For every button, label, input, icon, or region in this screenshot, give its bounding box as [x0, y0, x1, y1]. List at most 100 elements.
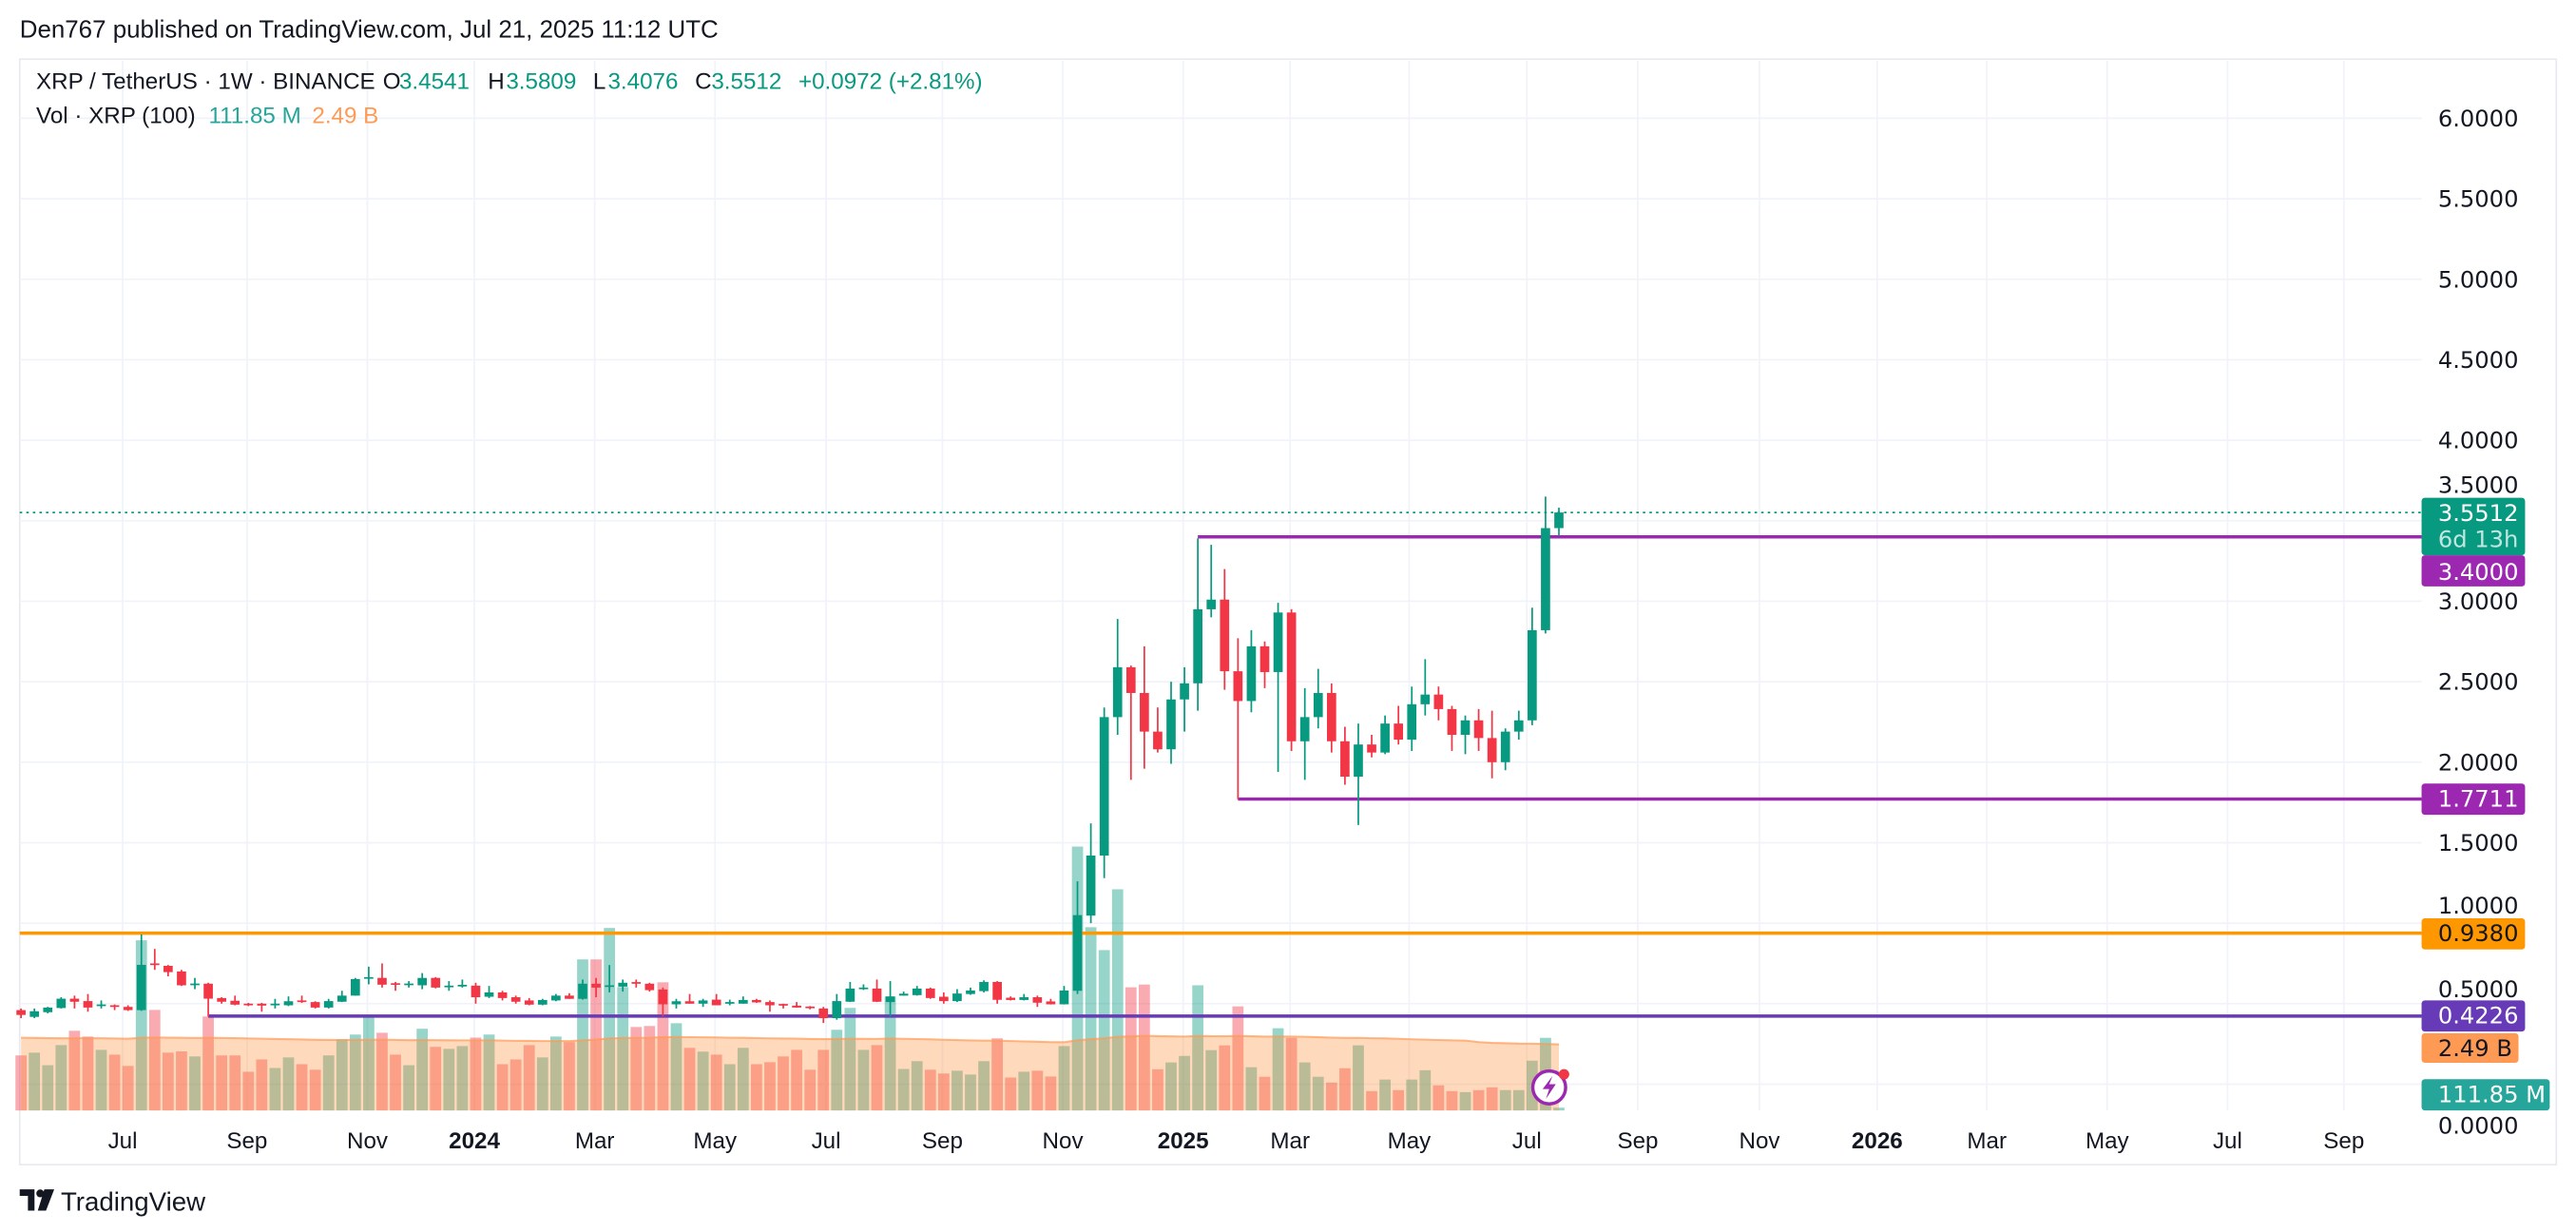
open-label: O: [383, 68, 401, 94]
time-tick-label: 2026: [1852, 1128, 1903, 1154]
volume-bar: [189, 1056, 201, 1111]
candle-body: [1099, 717, 1109, 857]
candle-body: [1513, 720, 1524, 732]
candle-body: [565, 995, 574, 999]
chart-frame[interactable]: [18, 58, 2558, 1166]
time-tick-label: 2025: [1158, 1128, 1209, 1154]
volume-bar: [430, 1047, 442, 1111]
volume-value: 111.85 M: [208, 104, 300, 129]
lightning-icon[interactable]: [1530, 1068, 1569, 1106]
price-axis[interactable]: 0.0000 0.5000 1.0000 1.5000 2.0000 2.5000 3.00…: [2438, 106, 2519, 1139]
volume-bar: [1058, 1046, 1070, 1111]
volume-bar: [403, 1065, 414, 1111]
price-tick-label: 2.5000: [2438, 669, 2519, 696]
time-tick-label: Nov: [1043, 1128, 1085, 1154]
volume-bar: [1005, 1077, 1017, 1111]
volume-bar: [162, 1052, 174, 1111]
volume-bar: [965, 1074, 976, 1111]
candle-down: [1220, 568, 1230, 690]
candle-body: [644, 983, 655, 991]
candle-down: [177, 970, 186, 987]
candle-up: [364, 966, 374, 985]
volume-bar: [884, 996, 896, 1111]
candle-down: [109, 1004, 120, 1011]
candle-down: [431, 976, 441, 989]
candle-down: [1153, 707, 1163, 753]
candle-body: [805, 1006, 816, 1009]
volume-bar: [536, 1057, 548, 1111]
volume-bar: [617, 987, 629, 1111]
candle-body: [484, 991, 494, 997]
volume-bar: [148, 1010, 161, 1111]
volume-bar: [1486, 1087, 1498, 1111]
candle-down: [658, 987, 668, 1017]
candle-body: [1286, 612, 1297, 741]
volume-bar: [1298, 1062, 1311, 1111]
candle-up: [1420, 659, 1431, 716]
candle-body: [912, 988, 922, 995]
candle-down: [1367, 735, 1376, 758]
candle-body: [1220, 599, 1230, 672]
change-value: +0.0972 (+2.81%): [798, 68, 983, 94]
candle-body: [1528, 629, 1537, 721]
candlestick-series[interactable]: [16, 496, 1564, 1024]
candle-body: [336, 995, 347, 1002]
tradingview-logo[interactable]: TradingView: [19, 1187, 206, 1217]
volume-ma-badge: 2.49 B: [2421, 1032, 2519, 1064]
volume-bar: [363, 1017, 375, 1111]
volume-bar: [1125, 987, 1137, 1111]
candle-body: [510, 997, 521, 1002]
candle-up: [1246, 629, 1257, 713]
volume-bar: [924, 1069, 936, 1111]
candle-body: [551, 995, 561, 1001]
candle-body: [230, 1000, 240, 1005]
candle-up: [898, 991, 909, 996]
candle-body: [83, 1001, 93, 1008]
volume-bar: [844, 1008, 856, 1111]
volume-bar: [697, 1051, 709, 1111]
candle-up: [417, 972, 428, 990]
volume-bar: [804, 1069, 817, 1111]
candle-body: [1206, 599, 1217, 609]
candle-body: [1112, 666, 1123, 718]
candle-down: [1433, 686, 1444, 721]
volume-bar: [202, 1016, 214, 1111]
volume-title: Vol · XRP (100): [36, 104, 196, 129]
candle-down: [203, 982, 213, 1017]
time-tick-label: Jul: [812, 1128, 841, 1154]
volume-bar: [1366, 1090, 1377, 1111]
time-tick-label: Mar: [575, 1128, 615, 1154]
candle-body: [203, 983, 213, 999]
volume-ma-value: 2.49 B: [312, 104, 378, 129]
candle-down: [631, 979, 642, 988]
high-value: 3.5809: [506, 68, 576, 94]
candle-body: [1125, 666, 1136, 693]
volume-bar: [1312, 1076, 1324, 1111]
candle-down: [217, 997, 226, 1004]
time-axis[interactable]: Jul Sep Nov 2024 Mar May Jul Sep Nov 2025 Mar May Ju…: [108, 1128, 2365, 1154]
candle-down: [1447, 705, 1457, 751]
volume-bar: [590, 959, 602, 1111]
candle-body: [818, 1008, 829, 1019]
volume-badge: 111.85 M: [2421, 1079, 2550, 1111]
volume-bar: [1432, 1085, 1445, 1111]
volume-bar: [1406, 1079, 1418, 1111]
candle-body: [992, 981, 1002, 1000]
volume-bar: [549, 1036, 562, 1111]
candle-up: [1059, 986, 1069, 1005]
candle-up: [136, 934, 146, 1011]
candle-up: [1528, 607, 1537, 725]
candle-down: [310, 1001, 320, 1009]
candle-body: [1500, 731, 1510, 762]
candle-up: [457, 979, 468, 988]
time-tick-label: Nov: [1740, 1128, 1781, 1154]
candle-down: [939, 991, 949, 1004]
base-level-value: 0.4226: [2438, 1003, 2519, 1030]
candle-down: [16, 1008, 26, 1019]
candle-up: [1354, 723, 1363, 825]
volume-bar: [710, 1054, 722, 1111]
candle-body: [1233, 671, 1243, 702]
bar-countdown: 6d 13h: [2438, 526, 2519, 552]
candle-body: [631, 982, 642, 984]
candle-body: [177, 971, 186, 986]
